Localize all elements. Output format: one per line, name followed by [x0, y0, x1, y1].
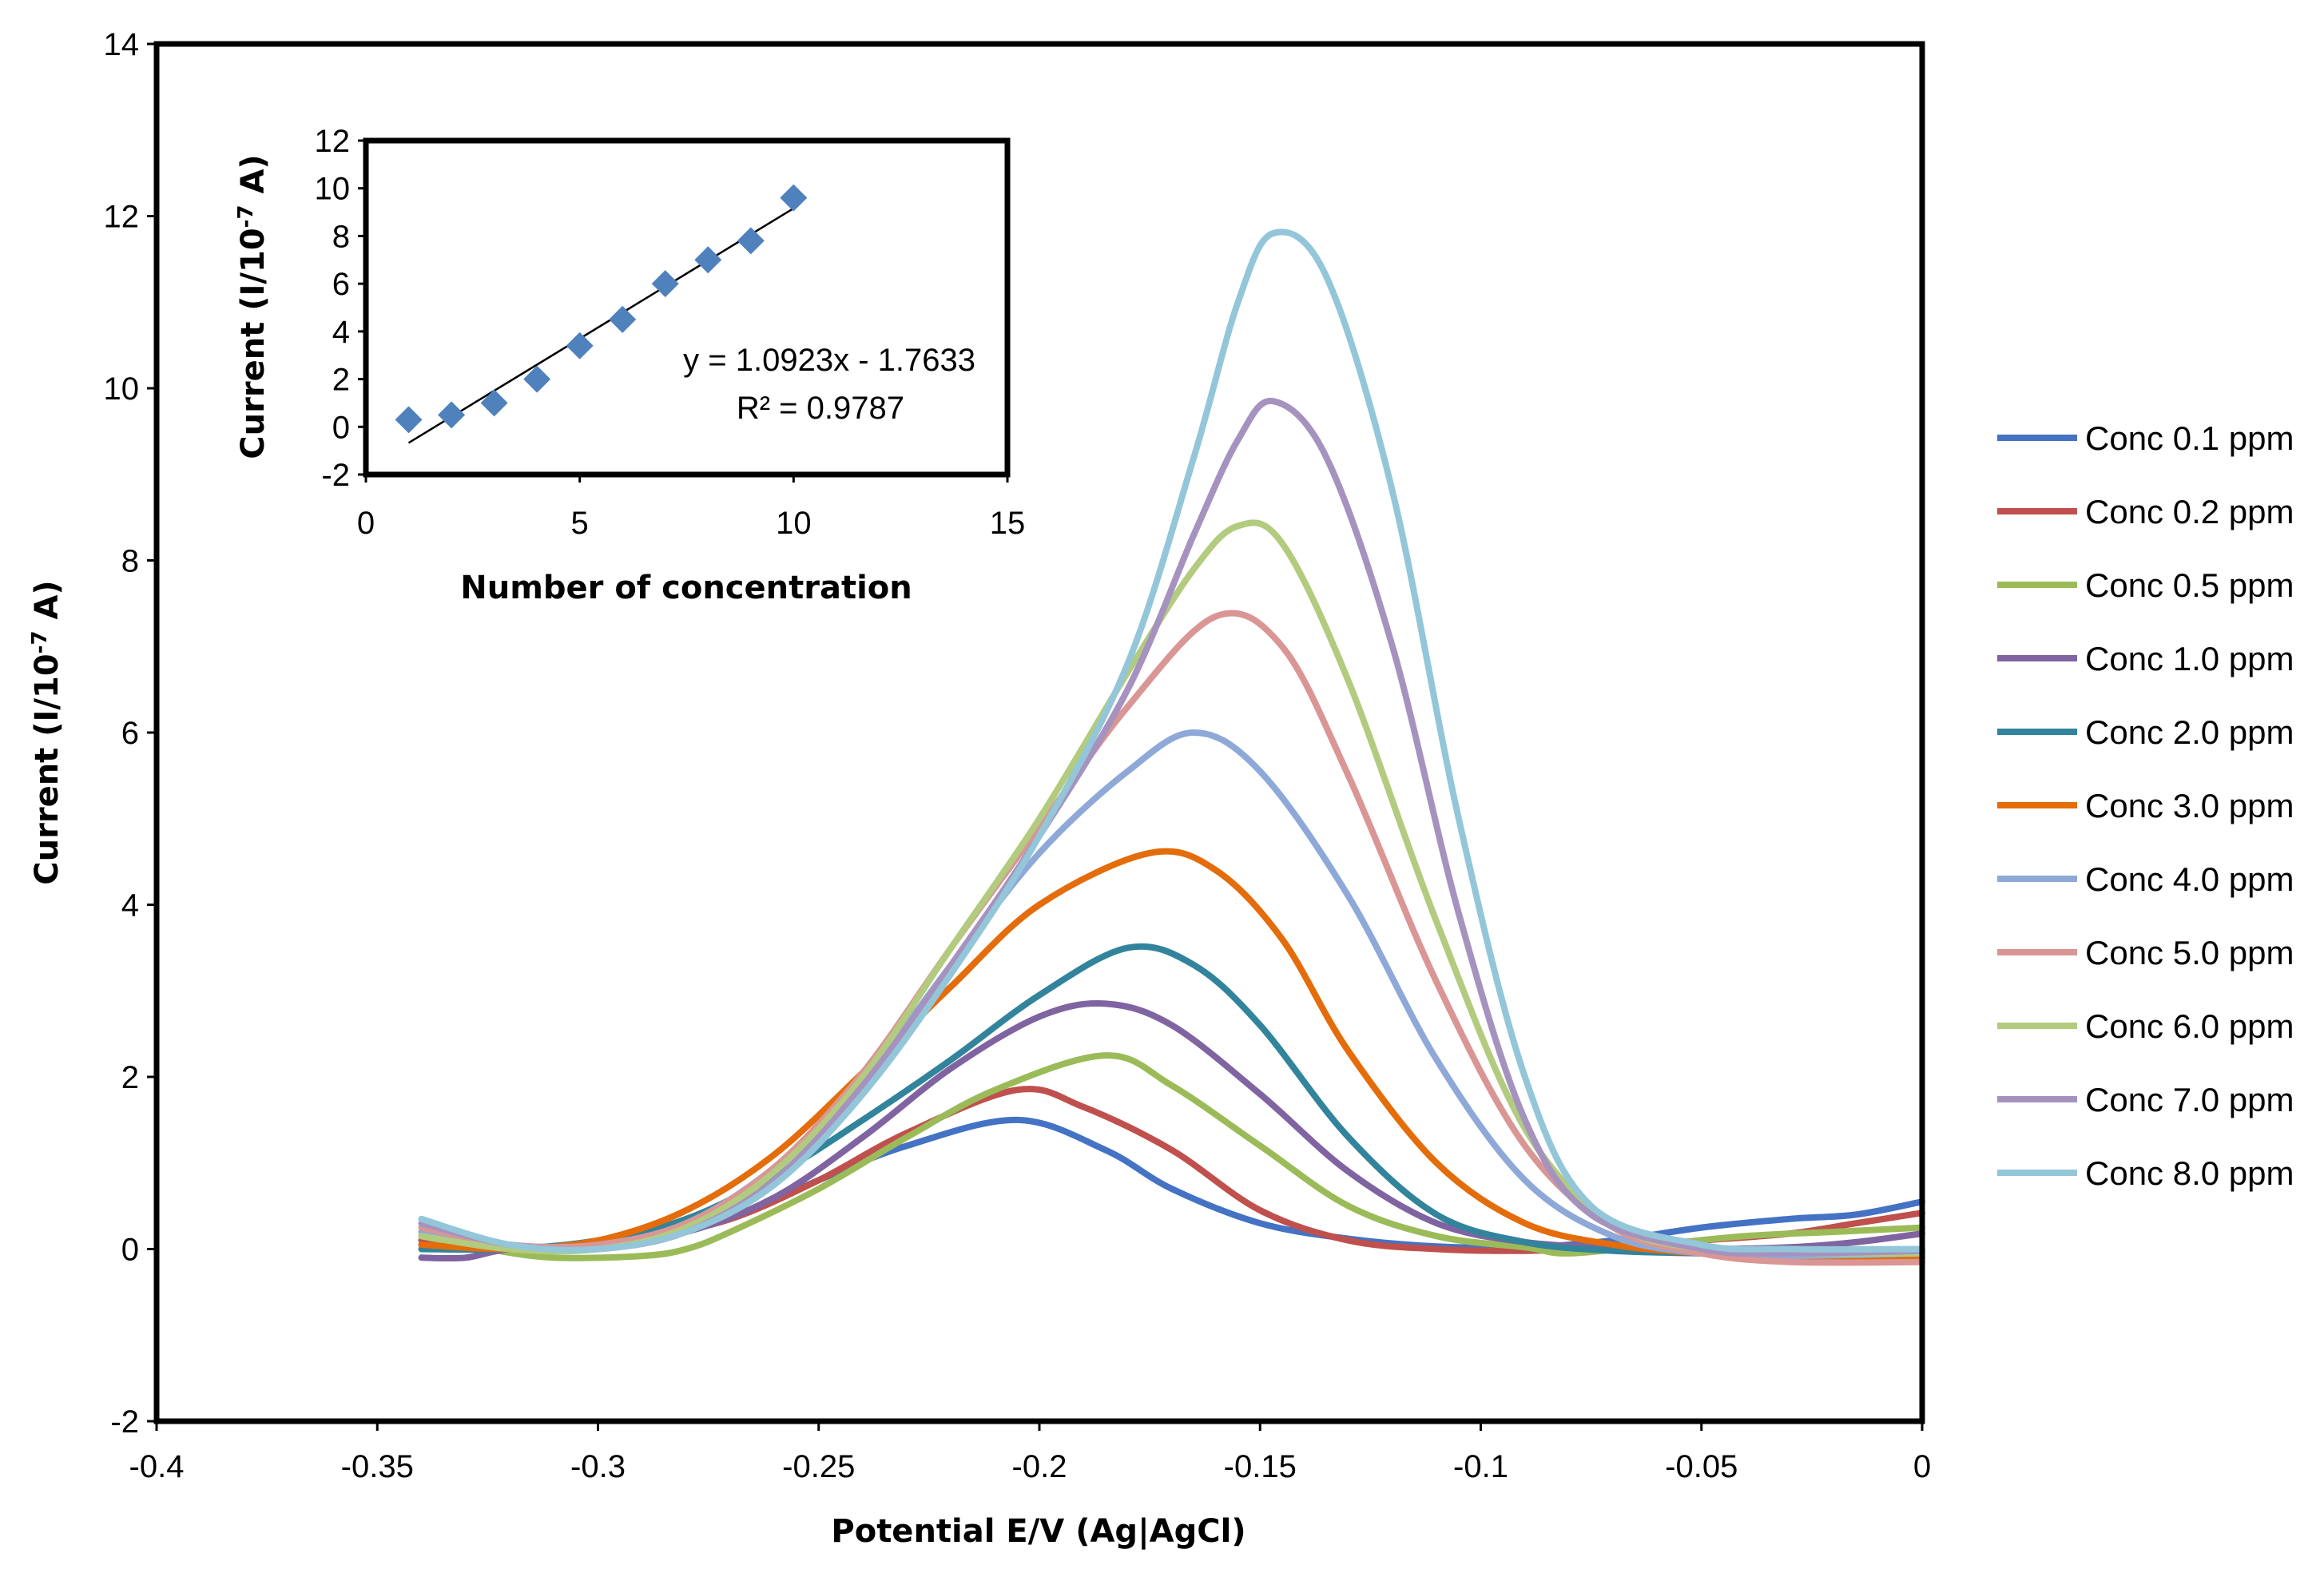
main-x-tick-label: -0.25	[782, 1449, 855, 1484]
inset-data-point	[609, 305, 637, 333]
legend-item: Conc 2.0 ppm	[1997, 713, 2294, 751]
inset-x-tick-label: 0	[357, 506, 375, 541]
main-y-axis-title-main: Current (I/10	[29, 653, 66, 884]
main-y-tick-label: -2	[110, 1404, 139, 1440]
inset-data-point	[395, 406, 423, 434]
legend-label: Conc 7.0 ppm	[2085, 1081, 2294, 1118]
main-y-tick-label: 6	[121, 716, 139, 751]
inset-y-tick-label: 12	[315, 124, 351, 159]
legend-item: Conc 0.5 ppm	[1997, 566, 2294, 604]
inset-y-tick-label: 4	[332, 315, 350, 350]
inset-y-tick-label: 0	[332, 410, 350, 445]
main-x-tick-label: -0.1	[1453, 1449, 1508, 1484]
inset-data-point	[737, 227, 765, 255]
series-line-7	[418, 729, 1925, 1260]
inset-y-tick-label: 8	[332, 219, 350, 254]
legend: Conc 0.1 ppm Conc 0.2 ppm Conc 0.5 ppm Conc…	[1997, 419, 2294, 1192]
legend-label: Conc 6.0 ppm	[2085, 1007, 2294, 1045]
main-y-tick-label: 14	[104, 27, 140, 62]
legend-label: Conc 0.2 ppm	[2085, 493, 2294, 530]
series-line-5	[418, 943, 1925, 1260]
inset-x-tick-label: 10	[776, 506, 812, 541]
main-x-tick-label: -0.05	[1665, 1449, 1738, 1484]
legend-label: Conc 0.1 ppm	[2085, 419, 2294, 457]
inset-series-group	[395, 184, 808, 444]
inset-data-point	[438, 401, 466, 429]
legend-item: Conc 0.1 ppm	[1997, 419, 2294, 457]
inset-x-axis-title: Number of concentration	[460, 570, 912, 606]
main-y-tick-label: 2	[121, 1060, 139, 1095]
inset-x-tick-label: 15	[990, 506, 1026, 541]
legend-item: Conc 7.0 ppm	[1997, 1081, 2294, 1118]
legend-label: Conc 4.0 ppm	[2085, 860, 2294, 898]
main-y-axis-title: Current (I/10-7 A)	[28, 580, 66, 884]
inset-chart-area	[363, 137, 1011, 478]
main-x-tick-label: 0	[1913, 1449, 1931, 1484]
inset-data-point	[694, 246, 722, 274]
legend-item: Conc 6.0 ppm	[1997, 1007, 2294, 1045]
legend-item: Conc 1.0 ppm	[1997, 640, 2294, 677]
inset-y-axis-title: Current (I/10-7 A)	[234, 154, 272, 459]
main-y-axis-title-unit: A)	[29, 580, 66, 630]
inset-y-tick-label: 6	[332, 267, 350, 302]
legend-item: Conc 8.0 ppm	[1997, 1154, 2294, 1192]
main-series-group	[418, 228, 1925, 1266]
legend-label: Conc 3.0 ppm	[2085, 787, 2294, 824]
legend-label: Conc 0.5 ppm	[2085, 566, 2294, 604]
inset-y-axis-title-exponent: -7	[234, 205, 258, 228]
legend-label: Conc 2.0 ppm	[2085, 713, 2294, 751]
series-line-4	[418, 1000, 1925, 1262]
main-y-axis-title-exponent: -7	[28, 630, 52, 653]
inset-data-point	[480, 389, 508, 417]
main-y-tick-label: 12	[104, 200, 140, 235]
legend-item: Conc 5.0 ppm	[1997, 934, 2294, 971]
inset-x-tick-label: 5	[571, 506, 589, 541]
main-x-tick-label: -0.2	[1012, 1449, 1067, 1484]
main-y-tick-label: 8	[121, 544, 139, 579]
inset-trendline	[407, 207, 794, 444]
inset-y-axis-title-main: Current (I/10	[235, 228, 272, 459]
inset-y-axis-title-unit: A)	[235, 154, 272, 205]
main-x-tick-label: -0.15	[1224, 1449, 1297, 1484]
inset-y-tick-label: 10	[315, 172, 351, 207]
main-y-tick-label: 10	[104, 371, 140, 407]
series-line-11	[418, 228, 1925, 1253]
inset-data-point	[780, 184, 808, 212]
inset-r-squared: R² = 0.9787	[737, 391, 904, 426]
series-line-8	[418, 610, 1925, 1266]
main-x-tick-label: -0.35	[341, 1449, 414, 1484]
inset-y-tick-label: -2	[321, 458, 350, 493]
legend-label: Conc 1.0 ppm	[2085, 640, 2294, 677]
series-line-9	[418, 519, 1925, 1257]
series-line-6	[418, 848, 1925, 1261]
legend-item: Conc 3.0 ppm	[1997, 787, 2294, 824]
legend-item: Conc 4.0 ppm	[1997, 860, 2294, 898]
main-x-tick-label: -0.3	[570, 1449, 626, 1484]
main-y-tick-label: 4	[121, 888, 139, 924]
inset-data-point	[651, 270, 679, 298]
inset-equation: y = 1.0923x - 1.7633	[683, 343, 975, 378]
legend-label: Conc 5.0 ppm	[2085, 934, 2294, 971]
main-y-tick-label: 0	[121, 1233, 139, 1268]
main-x-axis-title: Potential E/V (Ag|AgCl)	[831, 1513, 1245, 1551]
legend-item: Conc 0.2 ppm	[1997, 493, 2294, 530]
inset-data-point	[566, 332, 594, 359]
inset-data-point	[523, 365, 551, 393]
inset-y-tick-label: 2	[332, 363, 350, 398]
main-x-tick-label: -0.4	[129, 1449, 185, 1484]
legend-label: Conc 8.0 ppm	[2085, 1154, 2294, 1192]
